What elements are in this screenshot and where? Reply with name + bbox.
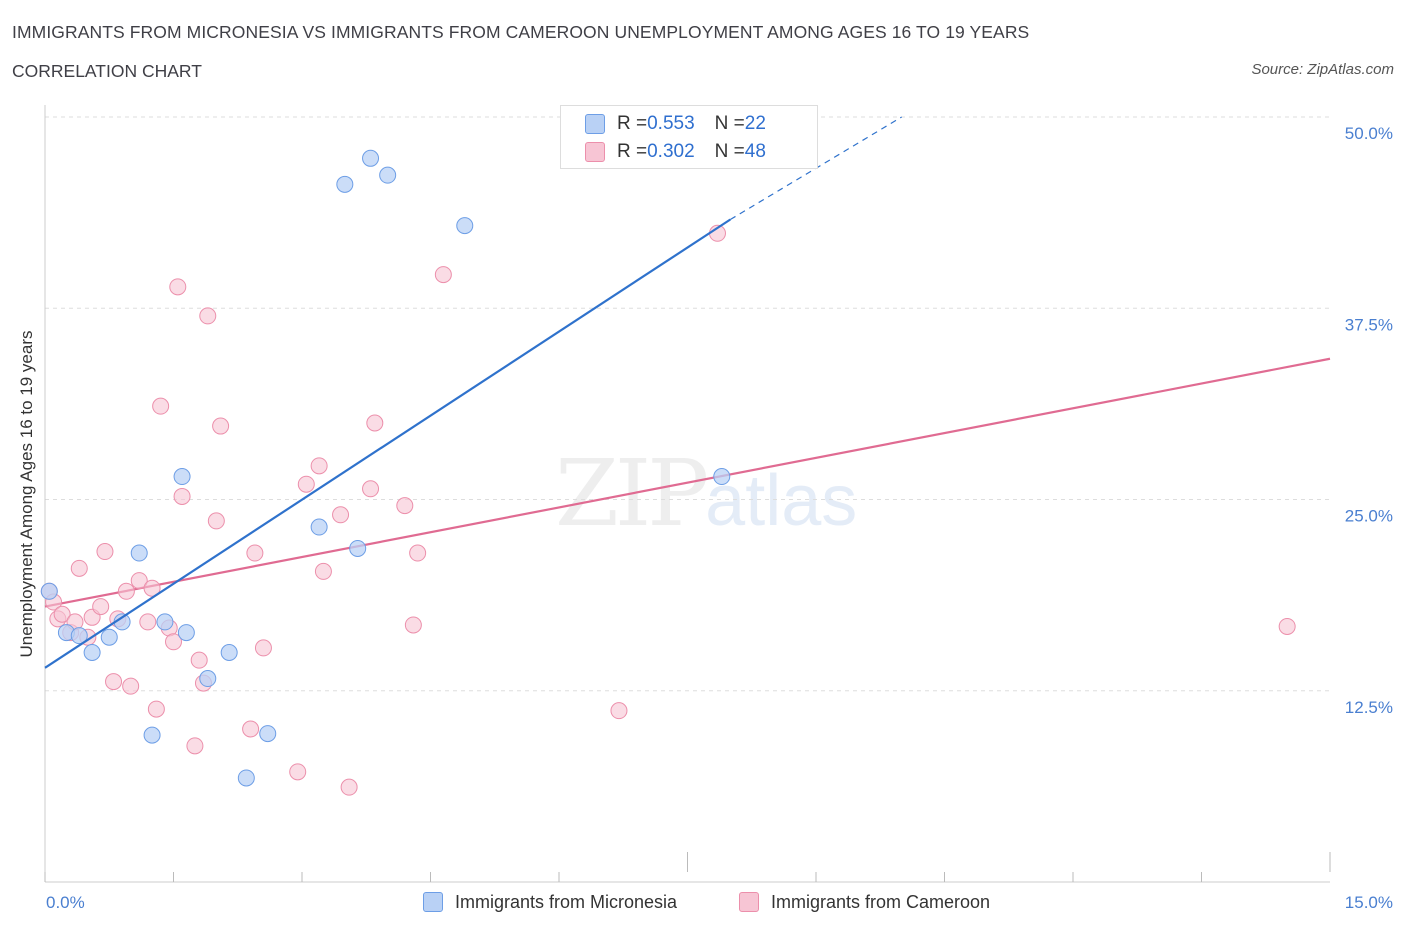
data-point-micronesia	[100, 628, 118, 646]
source-label: Source: ZipAtlas.com	[1251, 61, 1394, 78]
data-point-cameroon	[207, 512, 225, 530]
legend-r-value: 0.302	[647, 141, 695, 162]
data-point-cameroon	[409, 544, 427, 562]
bottom-legend-label-micronesia: Immigrants from Micronesia	[455, 891, 678, 912]
data-point-cameroon	[122, 677, 140, 695]
data-point-cameroon	[117, 582, 135, 600]
data-point-micronesia	[220, 644, 238, 661]
chart-subtitle: CORRELATION CHART	[12, 61, 202, 81]
data-point-micronesia	[349, 539, 367, 557]
data-point-micronesia	[713, 468, 731, 486]
bottom-legend-swatch-cameroon	[739, 892, 759, 912]
y-tick-label: 12.5%	[1345, 698, 1393, 717]
legend-r-label: R =	[617, 113, 648, 134]
data-point-cameroon	[1278, 617, 1296, 635]
data-point-cameroon	[186, 737, 204, 755]
data-point-micronesia	[130, 544, 148, 562]
bottom-legend-micronesia: Immigrants from Micronesia	[423, 890, 677, 914]
data-point-cameroon	[362, 480, 380, 498]
trend-line-micronesia	[44, 218, 731, 669]
data-point-cameroon	[212, 417, 230, 435]
bottom-legend-cameroon: Immigrants from Cameroon	[739, 890, 990, 914]
data-point-cameroon	[130, 572, 148, 590]
data-point-micronesia	[143, 726, 161, 744]
legend-n-label: N =	[714, 141, 745, 162]
legend-row-cameroon: R = 0.302 N = 48	[585, 140, 766, 164]
data-point-cameroon	[105, 673, 123, 691]
chart-title: IMMIGRANTS FROM MICRONESIA VS IMMIGRANTS…	[12, 22, 1030, 42]
data-point-micronesia	[83, 644, 101, 661]
data-point-cameroon	[396, 497, 414, 515]
data-point-micronesia	[362, 149, 380, 167]
data-point-micronesia	[237, 769, 255, 787]
data-point-micronesia	[177, 624, 195, 642]
data-point-cameroon	[434, 266, 452, 284]
data-point-micronesia	[456, 217, 474, 235]
data-point-cameroon	[169, 278, 187, 296]
trend-line-cameroon	[44, 357, 1331, 608]
data-point-cameroon	[610, 702, 628, 720]
data-point-micronesia	[173, 468, 191, 486]
data-point-cameroon	[246, 544, 264, 562]
data-point-cameroon	[242, 720, 260, 738]
legend-r-value: 0.553	[647, 113, 695, 134]
data-point-cameroon	[92, 598, 110, 616]
data-point-micronesia	[156, 613, 174, 631]
data-point-micronesia	[70, 627, 88, 645]
data-point-micronesia	[40, 582, 58, 600]
data-point-cameroon	[70, 559, 88, 577]
bottom-legend-label-cameroon: Immigrants from Cameroon	[771, 891, 991, 912]
data-point-cameroon	[96, 543, 114, 561]
data-point-cameroon	[147, 700, 165, 718]
y-axis-label: Unemployment Among Ages 16 to 19 years	[17, 330, 36, 658]
correlation-legend: R = 0.553 N = 22 R = 0.302 N = 48	[560, 105, 818, 169]
data-point-micronesia	[336, 175, 354, 193]
data-point-cameroon	[199, 307, 217, 325]
legend-n-value: 22	[744, 113, 766, 134]
data-point-cameroon	[366, 414, 384, 432]
data-point-cameroon	[53, 605, 71, 623]
bottom-legend-swatch-micronesia	[423, 892, 443, 912]
data-point-cameroon	[404, 616, 422, 634]
data-point-cameroon	[310, 457, 328, 475]
data-point-micronesia	[379, 166, 397, 184]
data-point-cameroon	[340, 778, 358, 796]
data-point-micronesia	[310, 518, 328, 536]
data-point-cameroon	[190, 651, 208, 669]
legend-swatch-cameroon	[585, 142, 605, 162]
y-tick-label: 50.0%	[1345, 124, 1393, 143]
data-point-cameroon	[165, 633, 182, 651]
data-point-micronesia	[259, 725, 277, 743]
data-point-cameroon	[254, 639, 272, 657]
y-tick-label: 37.5%	[1345, 315, 1393, 334]
data-point-cameroon	[143, 579, 161, 597]
data-point-cameroon	[297, 475, 315, 493]
data-point-cameroon	[152, 397, 170, 415]
data-point-cameroon	[332, 506, 350, 524]
data-point-cameroon	[139, 613, 157, 631]
x-tick-label: 0.0%	[46, 893, 85, 912]
data-point-cameroon	[173, 487, 191, 505]
legend-swatch-micronesia	[585, 114, 605, 134]
data-point-cameroon	[314, 562, 332, 580]
legend-n-value: 48	[744, 141, 766, 162]
data-point-micronesia	[199, 670, 217, 688]
x-tick-label: 15.0%	[1345, 893, 1393, 912]
y-tick-label: 25.0%	[1345, 507, 1393, 526]
legend-n-label: N =	[714, 113, 745, 134]
legend-r-label: R =	[617, 141, 648, 162]
legend-row-micronesia: R = 0.553 N = 22	[585, 112, 766, 136]
data-point-cameroon	[289, 763, 307, 781]
